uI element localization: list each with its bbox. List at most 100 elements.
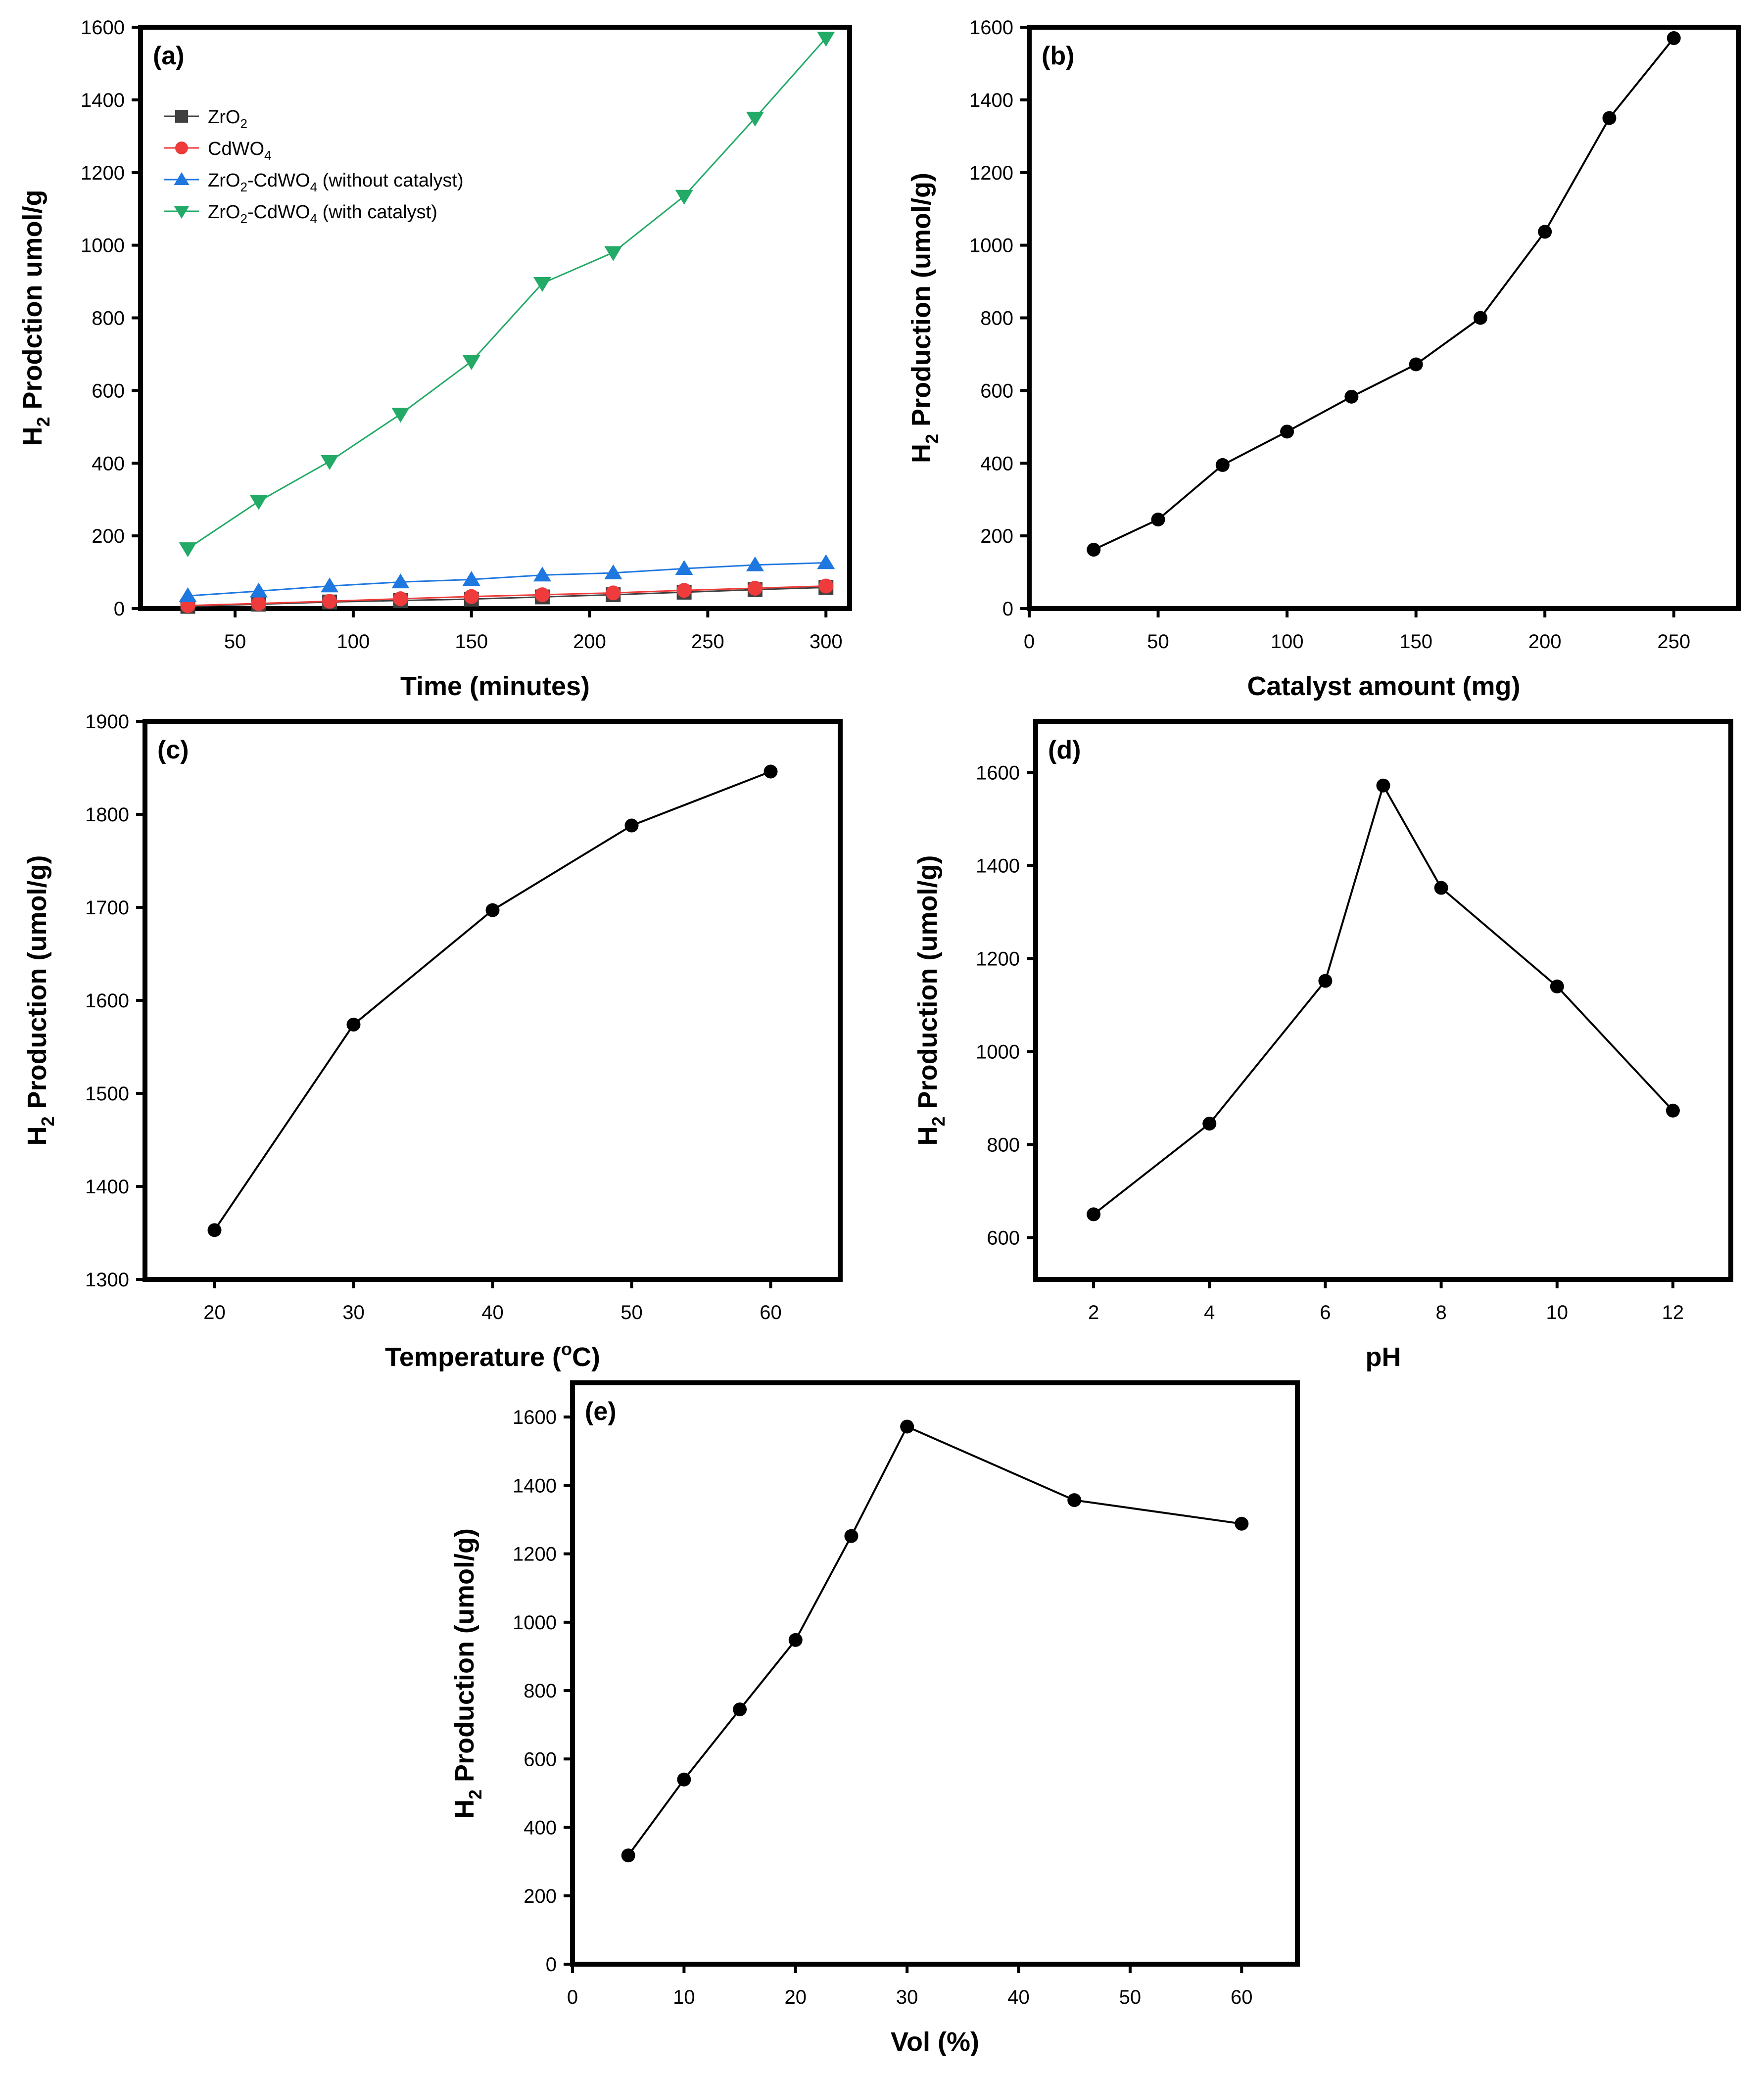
panel-c-xlabel-text: Temperature ( xyxy=(385,1342,561,1372)
panel-e-ytick-label: 600 xyxy=(524,1748,557,1770)
panel-d-ytick-label: 1600 xyxy=(976,762,1020,784)
panel-a-xtick-label: 100 xyxy=(337,631,370,653)
panel-c-ytick-label: 1600 xyxy=(85,990,129,1012)
panel-a-series-4-point xyxy=(391,408,410,423)
panel-b-ytick-label: 1400 xyxy=(969,90,1013,111)
panel-a-series-2-point xyxy=(464,589,479,604)
panel-c-ylabel-sub: 2 xyxy=(38,1116,58,1126)
panel-e-xtick-label: 10 xyxy=(673,1986,695,2008)
panel-b-series-1-point xyxy=(1215,458,1230,472)
panel-a-xtick-label: 250 xyxy=(691,631,724,653)
panel-a-series-3-point xyxy=(675,560,693,575)
panel-a-ytick-label: 800 xyxy=(92,308,125,330)
panel-a-legend-text: ZrO xyxy=(208,170,240,191)
panel-a-ytick-label: 1400 xyxy=(81,90,125,111)
panel-c-xtick-label: 50 xyxy=(620,1302,643,1323)
panel-a-legend-text: (without catalyst) xyxy=(317,170,464,191)
panel-b-ytick-label: 1200 xyxy=(969,162,1013,184)
panel-e-ytick-label: 1200 xyxy=(513,1544,557,1565)
panel-a-series-2-line xyxy=(188,585,826,607)
panel-e-series-1-point xyxy=(1067,1493,1082,1508)
panel-e-series-1-point xyxy=(900,1419,914,1434)
panel-c-ytick-label: 1700 xyxy=(85,897,129,919)
panel-d-series-1-point xyxy=(1666,1103,1680,1118)
panel-d-ylabel-rest: Production (umol/g) xyxy=(913,855,943,1117)
panel-a-series-3-point xyxy=(462,571,480,586)
panel-d-frame xyxy=(1033,719,1733,1282)
panel-a-ylabel-text: H xyxy=(18,427,48,446)
panel-b-xlabel: Catalyst amount (mg) xyxy=(1247,671,1520,701)
panel-a-series-4-point xyxy=(249,495,268,510)
panel-d-xtick-label: 4 xyxy=(1204,1302,1215,1323)
panel-e-ylabel-text: H xyxy=(450,1799,479,1819)
panel-a-series-3-point xyxy=(321,577,339,593)
panel-e-ytick-label: 1600 xyxy=(513,1407,557,1428)
panel-d-ytick-label: 1000 xyxy=(976,1041,1020,1063)
panel-a-series-2-point xyxy=(535,587,550,603)
panel-a-ytick-label: 1000 xyxy=(81,235,125,257)
panel-b-series-1-point xyxy=(1280,424,1294,439)
panel-a-series-3-point xyxy=(817,554,835,569)
panel-b-ylabel-sub: 2 xyxy=(922,434,942,444)
panel-e-frame xyxy=(570,1380,1300,1967)
panel-b-xtick-label: 250 xyxy=(1657,631,1690,653)
panel-b-ylabel: H2 Production (umol/g) xyxy=(906,173,942,463)
panel-a-ylabel-sub: 2 xyxy=(33,417,53,426)
panel-b-ytick-label: 0 xyxy=(1002,598,1013,620)
panel-a-legend-entry: ZrO2-CdWO4 (with catalyst) xyxy=(208,202,437,226)
panel-e-ylabel: H2 Production (umol/g) xyxy=(450,1528,485,1819)
panel-d-ytick-label: 1200 xyxy=(976,948,1020,970)
panel-b-series-1-point xyxy=(1344,389,1359,404)
panel-d-xlabel: pH xyxy=(1366,1342,1401,1372)
panel-e-series-1-point xyxy=(788,1633,803,1647)
panel-a-series-4-point xyxy=(817,32,835,47)
panel-a-series-4-point xyxy=(321,455,339,470)
panel-c-series-1-point xyxy=(346,1017,361,1032)
panel-a-ytick-label: 200 xyxy=(92,525,125,547)
panel-d-ylabel: H2 Production (umol/g) xyxy=(913,855,949,1146)
panel-a-series-2-point xyxy=(606,585,621,601)
panel-b-series-1-point xyxy=(1667,31,1681,46)
panel-a-xlabel: Time (minutes) xyxy=(400,671,590,701)
panel-a-series-3-point xyxy=(249,582,268,598)
panel-a-legend-marker xyxy=(174,205,190,219)
panel-a-series-3-point xyxy=(179,587,197,603)
panel-a-series-2-point xyxy=(676,583,692,598)
panel-e-ylabel-rest: Production (umol/g) xyxy=(450,1528,479,1790)
panel-c-xlabel-rest: C) xyxy=(572,1342,600,1372)
panel-b-ytick-label: 200 xyxy=(980,525,1013,547)
panel-c-ylabel-text: H xyxy=(22,1126,52,1145)
panel-b-series-1-point xyxy=(1473,311,1487,325)
panel-d-ytick-label: 1400 xyxy=(976,855,1020,877)
panel-a-series-3-line xyxy=(188,562,826,597)
panel-e-xtick-label: 60 xyxy=(1231,1986,1253,2008)
panel-a-legend-text: ZrO xyxy=(208,107,240,128)
panel-e-xtick-label: 0 xyxy=(567,1986,578,2008)
panel-b-ytick-label: 1600 xyxy=(969,17,1013,39)
panel-b-ylabel-rest: Production (umol/g) xyxy=(906,173,936,434)
panel-b-series-1-point xyxy=(1602,111,1617,125)
panel-c-series-1-point xyxy=(207,1223,222,1237)
panel-b-xtick-label: 50 xyxy=(1147,631,1169,653)
panel-a-series-4-point xyxy=(462,355,480,370)
panel-a-legend-text: ZrO xyxy=(208,202,240,223)
panel-a-ytick-label: 1200 xyxy=(81,162,125,184)
panel-c-xlabel: Temperature (oC) xyxy=(385,1339,600,1372)
panel-a-series-3-point xyxy=(746,556,764,571)
panel-e-xtick-label: 50 xyxy=(1119,1986,1142,2008)
panel-a-series-2-point xyxy=(322,594,337,609)
panel-a-legend-sub: 2 xyxy=(240,116,247,131)
panel-c-ytick-label: 1900 xyxy=(85,711,129,733)
panel-a-series-2-point xyxy=(251,596,266,611)
panel-c-ylabel: H2 Production (umol/g) xyxy=(22,855,58,1146)
panel-a-legend-text: (with catalyst) xyxy=(317,202,437,223)
panel-a-legend-entry: CdWO4 xyxy=(208,139,271,163)
panel-c-xlabel-sup: o xyxy=(561,1339,572,1359)
panel-d-series-1-point xyxy=(1434,881,1448,895)
panel-b-xtick-label: 0 xyxy=(1024,631,1035,653)
panel-c-xtick-label: 30 xyxy=(342,1302,365,1323)
panel-b-ytick-label: 600 xyxy=(980,380,1013,402)
panel-e-letter: (e) xyxy=(585,1397,617,1426)
panel-c-ylabel-rest: Production (umol/g) xyxy=(22,855,52,1117)
panel-b-ytick-label: 400 xyxy=(980,453,1013,474)
